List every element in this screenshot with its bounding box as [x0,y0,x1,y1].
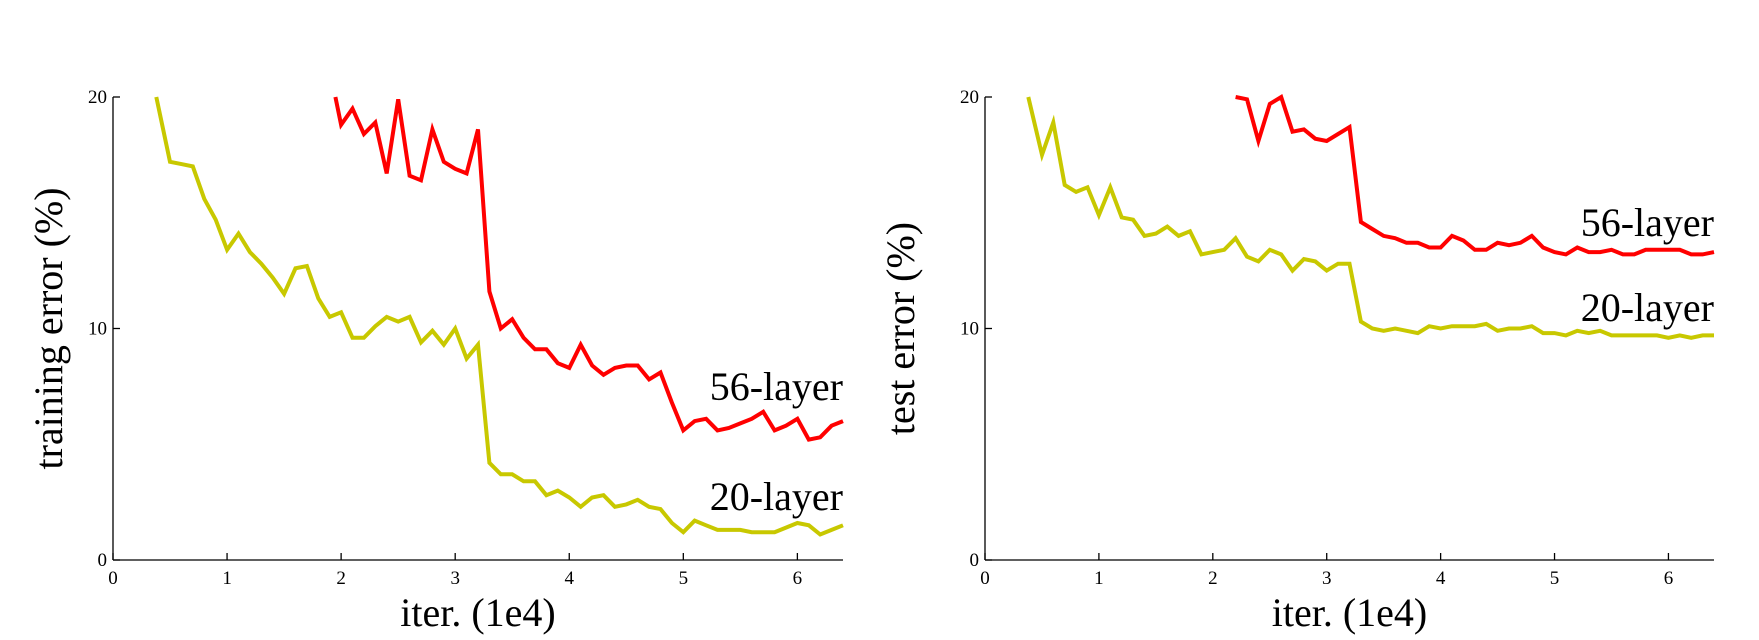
y-tick-label: 0 [98,550,108,571]
series-label-56-layer: 56-layer [710,364,843,409]
y-axis-label: test error (%) [878,222,923,435]
x-axis-label: iter. (1e4) [1272,590,1428,635]
x-tick-label: 6 [793,568,803,589]
x-tick-label: 5 [679,568,689,589]
y-axis-label: training error (%) [26,187,71,469]
series-label-20-layer: 20-layer [1581,285,1714,330]
x-tick-label: 1 [1094,568,1104,589]
x-tick-label: 6 [1664,568,1674,589]
x-tick-label: 0 [108,568,118,589]
y-tick-label: 10 [88,319,107,340]
series-label-56-layer: 56-layer [1581,200,1714,245]
x-tick-label: 0 [980,568,990,589]
series-label-20-layer: 20-layer [710,474,843,519]
x-tick-label: 3 [1322,568,1332,589]
x-tick-label: 3 [450,568,460,589]
x-tick-label: 4 [1436,568,1446,589]
series-line-20-layer [154,96,844,537]
x-tick-label: 2 [1208,568,1218,589]
x-axis-label: iter. (1e4) [400,590,556,635]
training-error-chart: 0 1 2 3 4 5 6 0 10 20 iter. (1e4) training error (%… [26,87,844,635]
test-error-chart: 0 1 2 3 4 5 6 0 10 20 iter. (1e4) test error (%) 56-… [878,87,1715,635]
series-line-20-layer [1026,96,1714,340]
x-tick-label: 2 [336,568,346,589]
y-tick-label: 0 [970,550,980,571]
x-tick-label: 4 [565,568,575,589]
series-line-56-layer [333,96,844,442]
x-tick-label: 1 [222,568,232,589]
y-tick-label: 20 [88,87,107,108]
x-tick-label: 5 [1550,568,1560,589]
y-tick-label: 10 [960,319,979,340]
series-line-56-layer [1235,93,1715,257]
y-tick-label: 20 [960,87,979,108]
